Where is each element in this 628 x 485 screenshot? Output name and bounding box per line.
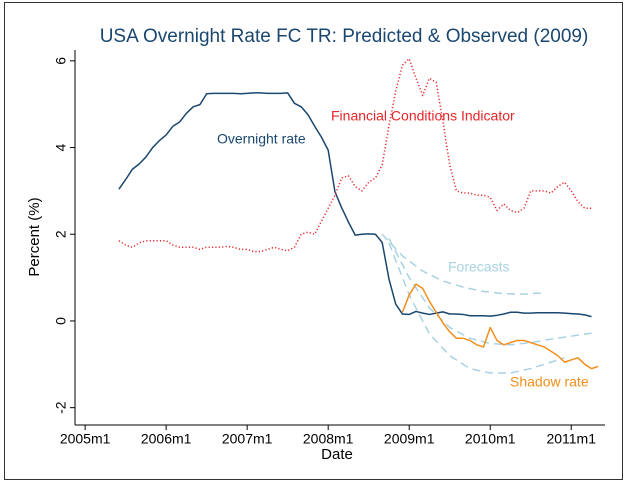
y-tick-label: 6 bbox=[53, 57, 69, 65]
series-line bbox=[118, 92, 592, 318]
y-tick-label: 2 bbox=[53, 230, 69, 238]
series-label: Overnight rate bbox=[217, 131, 306, 147]
series-label: Financial Conditions Indicator bbox=[331, 108, 515, 124]
x-tick-label: 2009m1 bbox=[384, 431, 435, 447]
frame bbox=[4, 2, 623, 480]
x-tick-label: 2006m1 bbox=[141, 431, 192, 447]
y-tick-label: -2 bbox=[53, 401, 69, 414]
x-tick-label: 2008m1 bbox=[303, 431, 354, 447]
series-line bbox=[388, 242, 565, 374]
series-line bbox=[118, 57, 592, 253]
series-label: Forecasts bbox=[448, 259, 509, 275]
x-axis-label: Date bbox=[321, 446, 353, 463]
chart-title: USA Overnight Rate FC TR: Predicted & Ob… bbox=[100, 26, 589, 47]
series-line bbox=[381, 233, 545, 295]
x-tick-label: 2010m1 bbox=[465, 431, 516, 447]
x-tick-label: 2005m1 bbox=[60, 431, 111, 447]
y-tick-label: 4 bbox=[53, 143, 69, 151]
x-tick-label: 2011m1 bbox=[546, 431, 596, 447]
series-label: Shadow rate bbox=[510, 374, 589, 390]
y-axis-label: Percent (%) bbox=[26, 197, 43, 276]
series-line bbox=[388, 238, 592, 346]
y-tick-label: 0 bbox=[53, 317, 69, 325]
x-tick-label: 2007m1 bbox=[222, 431, 273, 447]
series-line bbox=[401, 283, 599, 370]
